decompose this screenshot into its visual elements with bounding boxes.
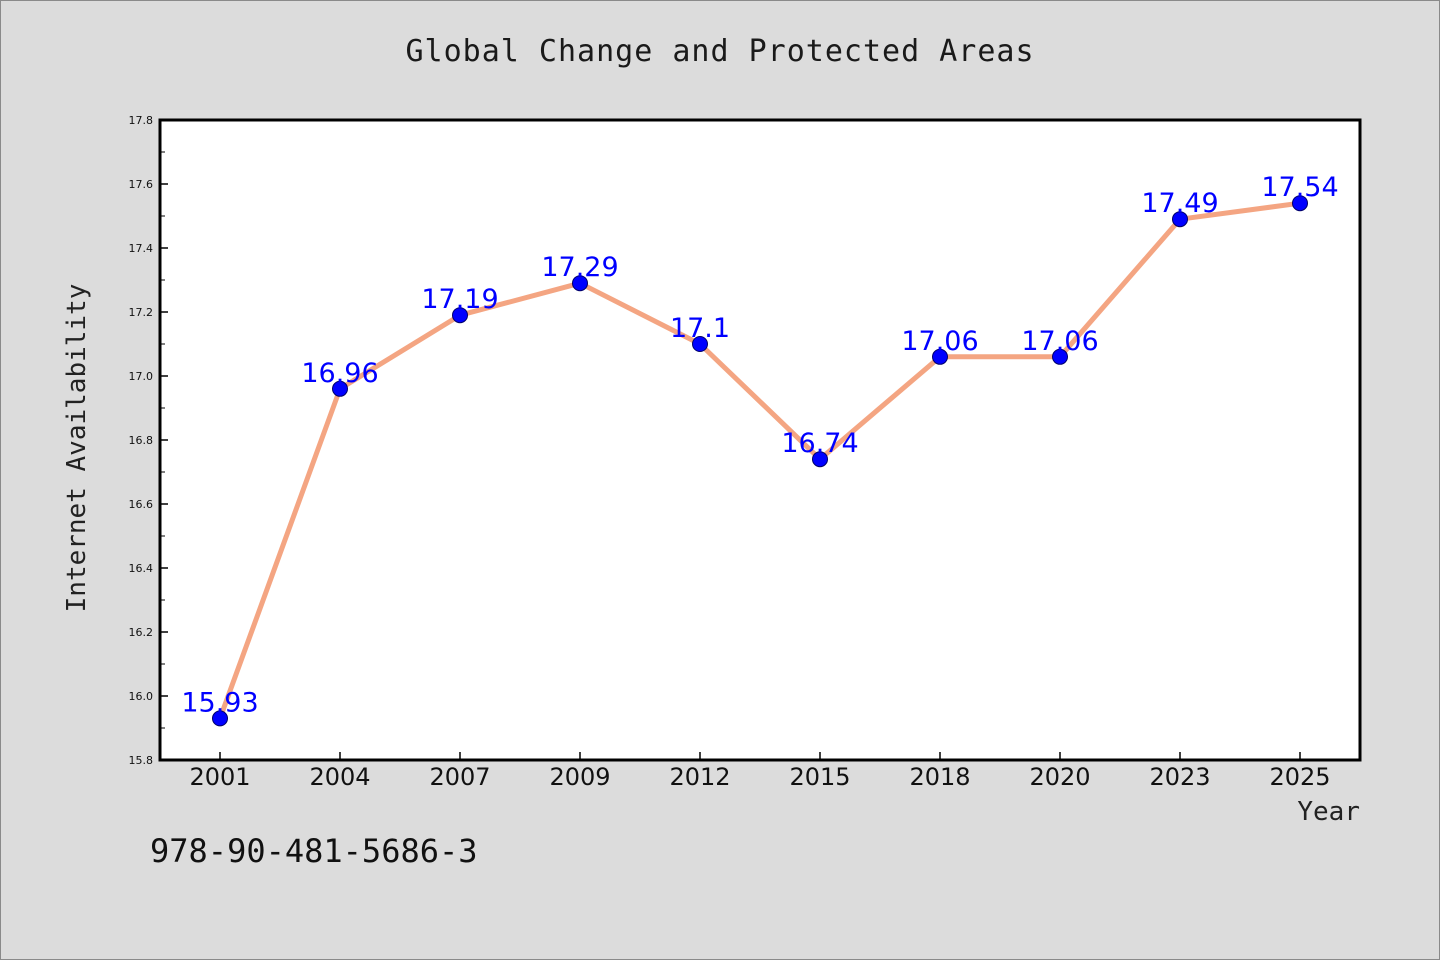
- series-line-group: 15.93 16.96 17.19 17.29 17.1 16.74 17.06 17.06 1…: [181, 172, 1339, 727]
- data-point-marker: [1172, 211, 1188, 228]
- x-tick-label: 2001: [189, 763, 250, 791]
- data-label: 17.06: [1021, 326, 1098, 357]
- y-tick-label: 17.6: [129, 178, 154, 191]
- data-point-marker: [1292, 195, 1308, 212]
- x-tick-label: 2025: [1269, 763, 1330, 791]
- data-label: 17.29: [541, 252, 618, 283]
- data-label: 17.49: [1141, 188, 1218, 219]
- y-axis-label: Internet Availability: [62, 284, 92, 613]
- y-tick-label: 17.8: [129, 114, 154, 127]
- x-axis: 2001 2004 2007 2009 2012 2015 2018 2020 2023 2025: [189, 752, 1331, 791]
- x-axis-label: Year: [1297, 797, 1360, 827]
- x-tick-label: 2012: [669, 763, 730, 791]
- data-point-marker: [572, 275, 588, 292]
- y-tick-label: 16.8: [129, 434, 154, 447]
- chart-title: Global Change and Protected Areas: [405, 34, 1035, 69]
- data-label: 17.1: [670, 313, 730, 344]
- y-tick-label: 17.0: [129, 370, 154, 383]
- data-point-marker: [332, 380, 348, 397]
- x-tick-label: 2009: [549, 763, 610, 791]
- plot-area: [158, 118, 1362, 762]
- data-point-marker: [212, 710, 228, 727]
- data-point-marker: [452, 307, 468, 324]
- y-tick-label: 16.0: [129, 690, 154, 703]
- data-point-marker: [932, 348, 948, 365]
- y-tick-label: 16.4: [129, 562, 154, 575]
- x-tick-label: 2007: [429, 763, 490, 791]
- isbn-text: 978-90-481-5686-3: [150, 832, 478, 870]
- x-tick-label: 2023: [1149, 763, 1210, 791]
- data-point-marker: [692, 336, 708, 352]
- series-line: [217, 200, 1301, 720]
- data-label: 17.19: [421, 284, 498, 315]
- y-tick-label: 16.6: [129, 498, 154, 511]
- data-point-marker: [812, 451, 828, 468]
- data-label: 17.54: [1261, 172, 1338, 203]
- data-label: 15.93: [181, 687, 258, 718]
- x-tick-label: 2018: [909, 763, 970, 791]
- x-tick-label: 2015: [789, 763, 850, 791]
- y-tick-label: 17.4: [129, 242, 154, 255]
- data-label: 16.96: [301, 358, 378, 389]
- y-tick-label: 15.8: [129, 754, 154, 767]
- data-label: 16.74: [781, 428, 858, 459]
- y-axis: 15.8 16.0 16.2 16.4 16.6 16.8 17.0 17.2 17.4 17.6…: [129, 114, 168, 767]
- x-tick-label: 2020: [1029, 763, 1090, 791]
- data-point-marker: [1052, 348, 1068, 365]
- y-tick-label: 16.2: [129, 626, 154, 639]
- y-tick-label: 17.2: [129, 306, 154, 319]
- x-tick-label: 2004: [309, 763, 370, 791]
- data-label: 17.06: [901, 326, 978, 357]
